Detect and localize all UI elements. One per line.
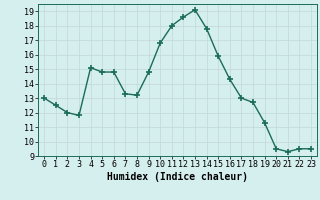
X-axis label: Humidex (Indice chaleur): Humidex (Indice chaleur) xyxy=(107,172,248,182)
